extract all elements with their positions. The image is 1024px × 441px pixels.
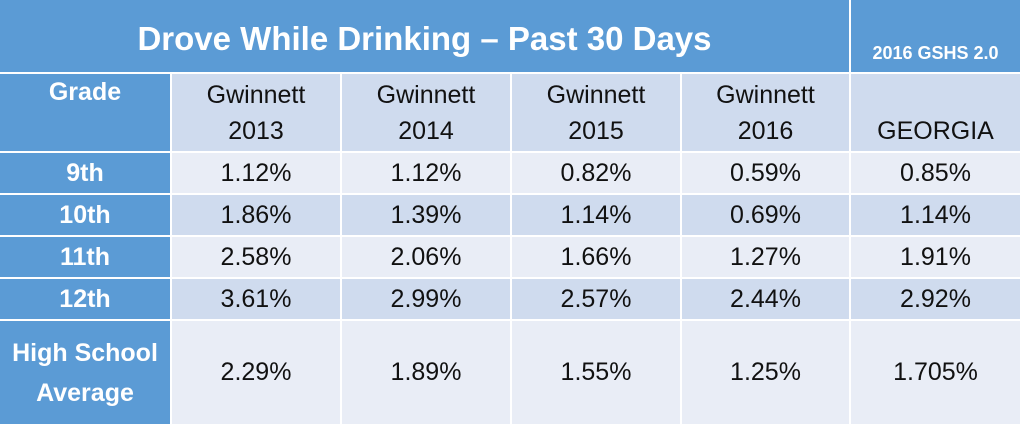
row-label-high-school-average: High School Average <box>0 321 170 424</box>
column-header-line2: 2016 <box>737 116 794 145</box>
table-cell: 1.25% <box>682 321 849 424</box>
column-header-gwinnett-2016: Gwinnett 2016 <box>682 74 849 151</box>
column-header-line1: Gwinnett <box>376 80 476 109</box>
column-header-line1: Gwinnett <box>206 80 306 109</box>
table-title: Drove While Drinking – Past 30 Days <box>0 0 849 72</box>
grade-column-header: Grade <box>0 74 170 151</box>
data-table: Drove While Drinking – Past 30 Days 2016… <box>0 0 1020 424</box>
column-header-gwinnett-2015: Gwinnett 2015 <box>512 74 680 151</box>
table-cell: 2.06% <box>342 237 510 277</box>
table-cell: 2.99% <box>342 279 510 319</box>
column-header-line2: 2013 <box>228 116 284 145</box>
source-label: 2016 GSHS 2.0 <box>851 0 1020 72</box>
table-cell: 1.55% <box>512 321 680 424</box>
table-cell: 1.14% <box>512 195 680 235</box>
row-label-line2: Average <box>36 378 134 407</box>
row-label-11th: 11th <box>0 237 170 277</box>
table-cell: 1.14% <box>851 195 1020 235</box>
table-cell: 0.69% <box>682 195 849 235</box>
table-cell: 0.59% <box>682 153 849 193</box>
column-header-line1: Gwinnett <box>716 80 815 109</box>
column-header-gwinnett-2014: Gwinnett 2014 <box>342 74 510 151</box>
table-cell: 1.91% <box>851 237 1020 277</box>
table-cell: 2.44% <box>682 279 849 319</box>
column-header-line2: 2015 <box>568 116 624 145</box>
table-cell: 2.58% <box>172 237 340 277</box>
table-cell: 0.82% <box>512 153 680 193</box>
row-label-9th: 9th <box>0 153 170 193</box>
row-label-10th: 10th <box>0 195 170 235</box>
table-cell: 0.85% <box>851 153 1020 193</box>
table-cell: 1.89% <box>342 321 510 424</box>
table-cell: 1.705% <box>851 321 1020 424</box>
column-header-line2: GEORGIA <box>877 117 994 145</box>
table-cell: 2.92% <box>851 279 1020 319</box>
table-cell: 1.86% <box>172 195 340 235</box>
column-header-gwinnett-2013: Gwinnett 2013 <box>172 74 340 151</box>
row-label-line1: High School <box>12 338 158 367</box>
table-cell: 1.27% <box>682 237 849 277</box>
table-cell: 3.61% <box>172 279 340 319</box>
column-header-line1: Gwinnett <box>546 80 646 109</box>
table-cell: 2.29% <box>172 321 340 424</box>
table-cell: 1.66% <box>512 237 680 277</box>
table-cell: 1.12% <box>172 153 340 193</box>
table-cell: 2.57% <box>512 279 680 319</box>
table-cell: 1.12% <box>342 153 510 193</box>
row-label-12th: 12th <box>0 279 170 319</box>
column-header-georgia: GEORGIA <box>851 74 1020 151</box>
table-cell: 1.39% <box>342 195 510 235</box>
column-header-line2: 2014 <box>398 116 454 145</box>
